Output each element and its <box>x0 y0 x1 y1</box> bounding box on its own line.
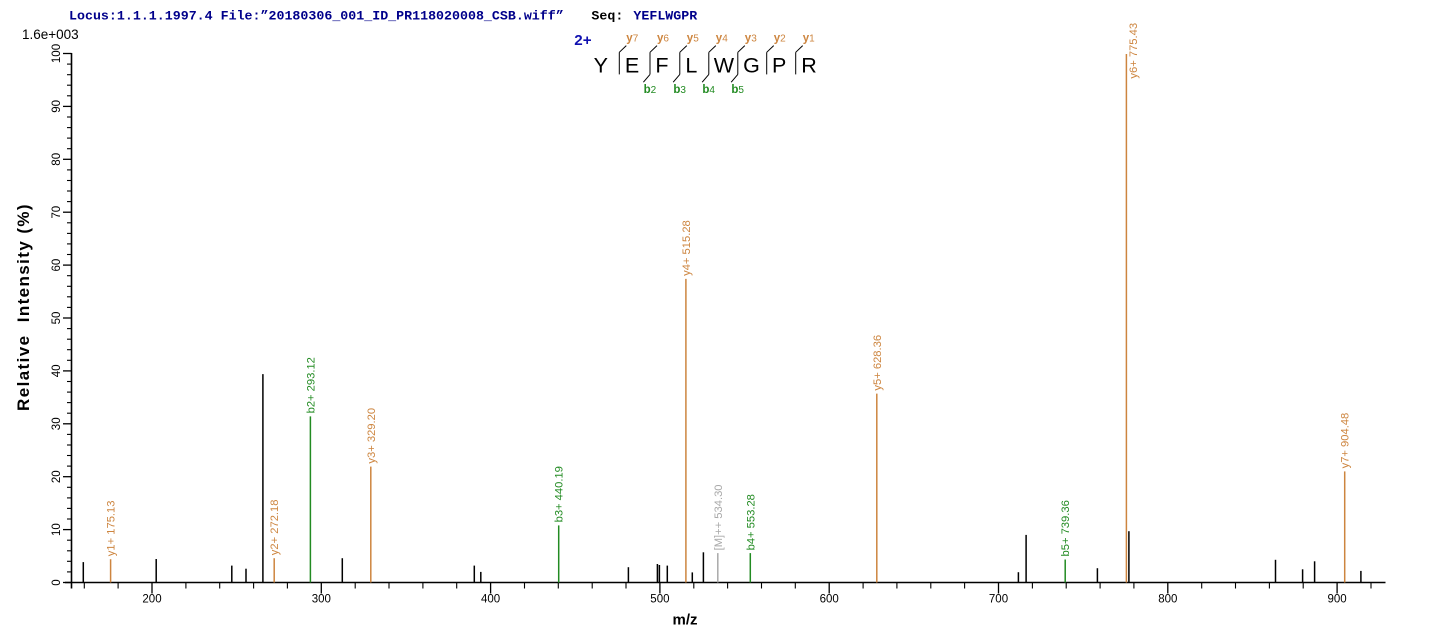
svg-text:20: 20 <box>51 470 63 483</box>
svg-text:b3: b3 <box>673 84 686 96</box>
svg-text:0: 0 <box>51 579 63 585</box>
svg-text:Seq:: Seq: <box>591 9 623 24</box>
svg-text:2+: 2+ <box>574 32 591 49</box>
svg-text:F: F <box>655 53 668 77</box>
svg-text:y6+ 775.43: y6+ 775.43 <box>1128 23 1140 79</box>
svg-text:y5: y5 <box>687 33 699 45</box>
svg-text:b2+ 293.12: b2+ 293.12 <box>305 357 317 413</box>
svg-text:G: G <box>743 53 760 77</box>
svg-text:300: 300 <box>312 594 331 606</box>
svg-text:y1+ 175.13: y1+ 175.13 <box>106 501 118 557</box>
svg-text:60: 60 <box>51 259 63 272</box>
svg-text:b2: b2 <box>644 84 657 96</box>
svg-text:100: 100 <box>51 44 63 63</box>
svg-text:L: L <box>685 53 697 77</box>
svg-text:b4+ 553.28: b4+ 553.28 <box>745 494 757 550</box>
svg-text:P: P <box>772 53 786 77</box>
svg-text:y2: y2 <box>774 33 786 45</box>
svg-text:y4: y4 <box>716 33 728 45</box>
svg-text:y3: y3 <box>745 33 757 45</box>
svg-text:Relative Intensity (%): Relative Intensity (%) <box>14 203 33 411</box>
svg-text:y7: y7 <box>626 33 638 45</box>
svg-text:600: 600 <box>820 594 839 606</box>
svg-text:b5+ 739.36: b5+ 739.36 <box>1060 500 1072 556</box>
svg-text:40: 40 <box>51 365 63 378</box>
svg-text:W: W <box>714 53 735 77</box>
svg-text:800: 800 <box>1158 594 1177 606</box>
svg-text:[M]++ 534.30: [M]++ 534.30 <box>713 484 725 550</box>
svg-text:y7+ 904.48: y7+ 904.48 <box>1340 413 1352 469</box>
svg-text:y1: y1 <box>803 33 815 45</box>
svg-text:E: E <box>625 53 639 77</box>
svg-text:m/z: m/z <box>672 612 697 629</box>
svg-text:10: 10 <box>51 523 63 536</box>
svg-text:500: 500 <box>650 594 669 606</box>
svg-text:70: 70 <box>51 206 63 219</box>
svg-text:400: 400 <box>481 594 500 606</box>
svg-text:y2+ 272.18: y2+ 272.18 <box>269 500 281 556</box>
svg-text:80: 80 <box>51 153 63 166</box>
svg-text:30: 30 <box>51 417 63 430</box>
svg-text:90: 90 <box>51 100 63 113</box>
svg-text:YEFLWGPR: YEFLWGPR <box>633 9 697 24</box>
svg-text:y6: y6 <box>657 33 669 45</box>
svg-text:Locus:1.1.1.1997.4 File:”20180: Locus:1.1.1.1997.4 File:”20180306_001_ID… <box>69 9 564 24</box>
svg-text:b5: b5 <box>731 84 744 96</box>
svg-text:700: 700 <box>989 594 1008 606</box>
svg-text:y3+ 329.20: y3+ 329.20 <box>366 408 378 464</box>
svg-text:b3+ 440.19: b3+ 440.19 <box>554 466 566 522</box>
svg-text:200: 200 <box>142 594 161 606</box>
svg-text:R: R <box>801 53 817 77</box>
svg-text:1.6e+003: 1.6e+003 <box>22 27 79 42</box>
svg-text:Y: Y <box>594 53 608 77</box>
svg-text:50: 50 <box>51 312 63 325</box>
svg-text:900: 900 <box>1328 594 1347 606</box>
svg-text:y5+ 628.36: y5+ 628.36 <box>872 335 884 391</box>
svg-text:b4: b4 <box>702 84 715 96</box>
svg-text:y4+ 515.28: y4+ 515.28 <box>681 220 693 276</box>
